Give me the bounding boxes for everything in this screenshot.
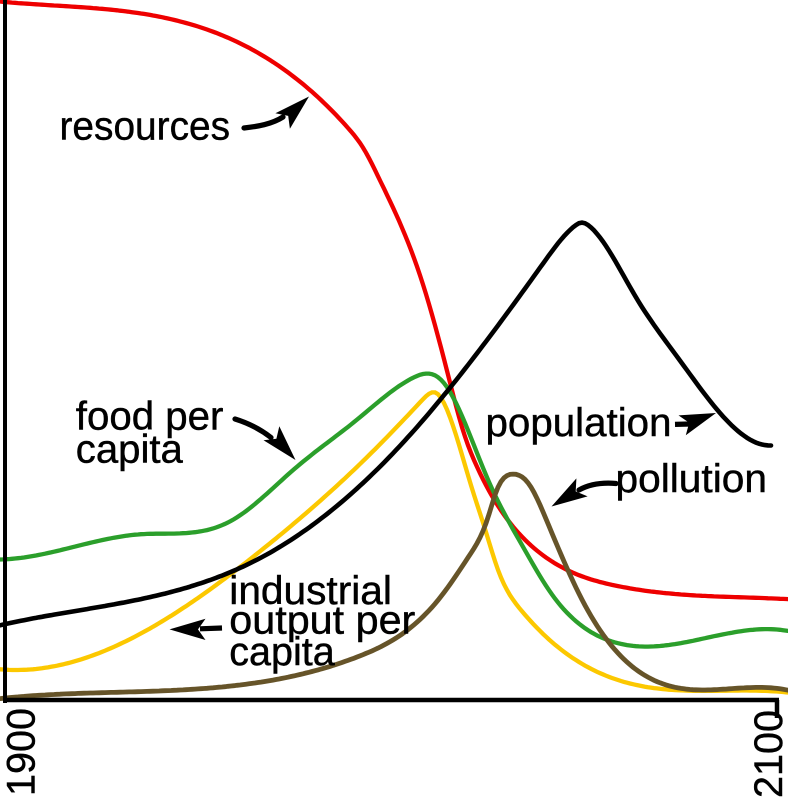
svg-text:resources: resources [60,105,231,149]
svg-text:output per: output per [229,599,415,643]
svg-text:capita: capita [76,428,184,472]
svg-text:1900: 1900 [0,708,44,796]
svg-text:2100: 2100 [747,710,788,798]
svg-text:industrial: industrial [229,569,392,613]
svg-text:food per: food per [76,395,224,439]
svg-text:population: population [486,401,672,445]
svg-text:pollution: pollution [616,457,768,501]
svg-text:capita: capita [229,630,335,674]
